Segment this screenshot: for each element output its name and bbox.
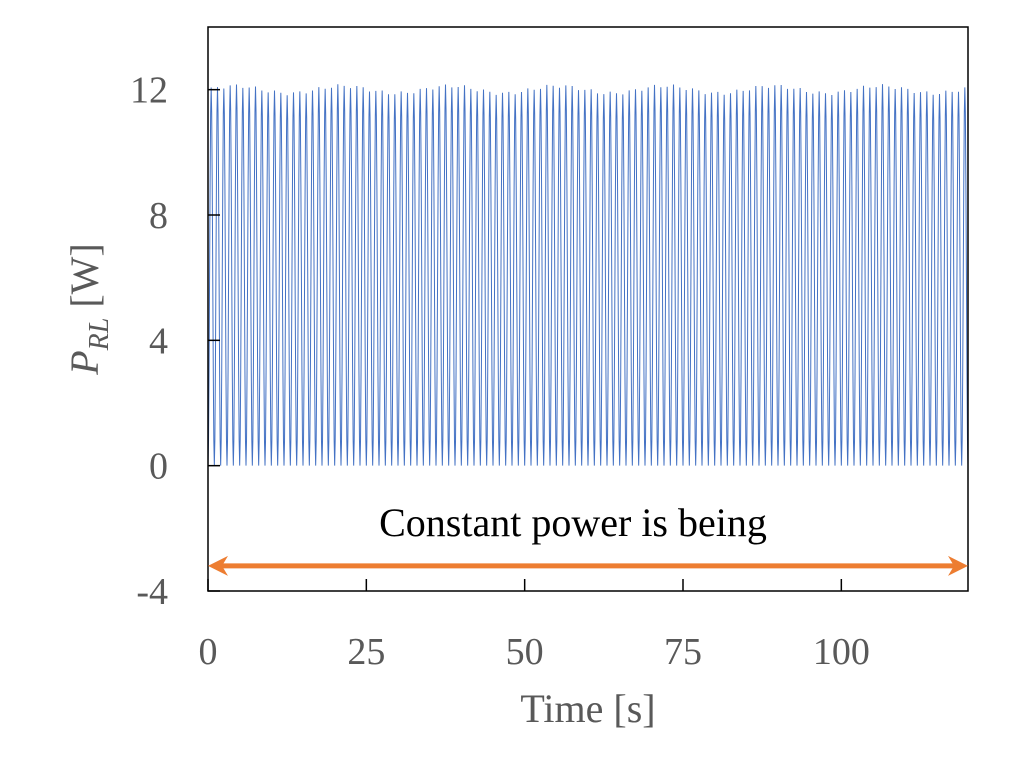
y-tick-label-12: 12 (130, 70, 168, 112)
x-tick-label-75: 75 (664, 631, 702, 673)
y-tick-label-0: 0 (149, 446, 168, 488)
x-tick-label-100: 100 (813, 631, 870, 673)
y-axis-title-main: P (62, 350, 107, 375)
arrow-head-right (948, 555, 968, 576)
x-tick-label-0: 0 (199, 631, 218, 673)
x-tick-label-50: 50 (506, 631, 544, 673)
series-layer (207, 84, 969, 466)
arrow-head-left (208, 555, 228, 576)
plot-frame (207, 26, 969, 592)
y-axis-title: PRL [W] (62, 243, 115, 376)
y-axis-title-subscript: RL (84, 318, 115, 352)
y-tick-label-4: 4 (149, 320, 168, 362)
annotation-arrow (208, 555, 968, 576)
y-tick-label-8: 8 (149, 195, 168, 237)
y-axis-title-unit: [W] (62, 243, 107, 317)
y-tick-label--4: -4 (136, 571, 168, 613)
ticks-layer (207, 88, 843, 592)
annotation-text: Constant power is being (379, 500, 767, 545)
series-line-P_RL (207, 84, 969, 466)
labels-layer: 0 25 50 75 100 -4 0 4 8 12 (130, 70, 870, 673)
x-axis-title: Time [s] (520, 686, 655, 731)
x-tick-label-25: 25 (347, 631, 385, 673)
